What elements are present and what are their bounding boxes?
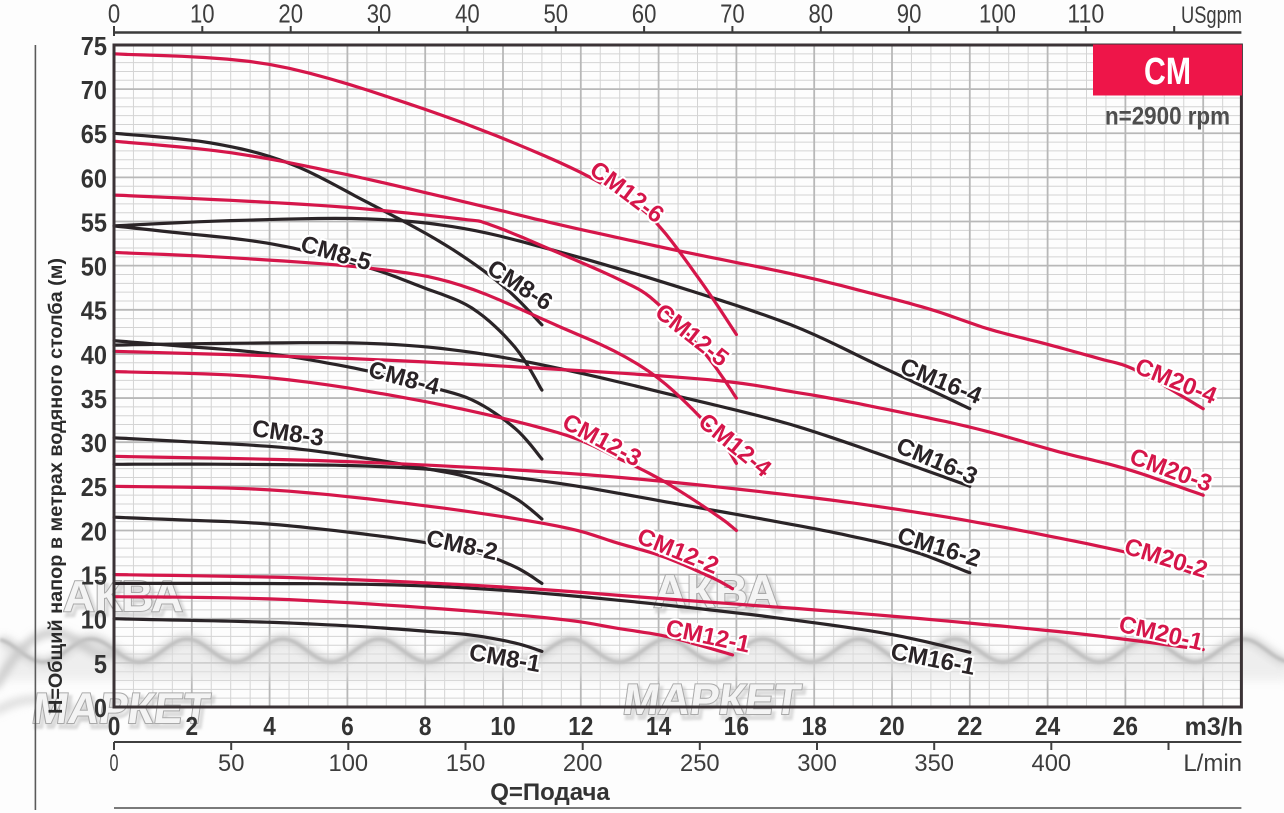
svg-text:МАРКЕТ: МАРКЕТ [623,680,806,728]
svg-text:50: 50 [218,750,244,777]
svg-text:10: 10 [81,605,107,635]
svg-text:10: 10 [490,711,515,741]
svg-text:30: 30 [367,0,392,29]
svg-text:75: 75 [81,31,107,61]
svg-text:24: 24 [1035,711,1061,741]
svg-text:Q=Подача: Q=Подача [490,779,610,806]
svg-text:20: 20 [879,711,904,741]
svg-text:30: 30 [81,428,107,458]
svg-text:2: 2 [186,711,199,741]
svg-text:14: 14 [646,711,672,741]
svg-text:100: 100 [329,750,369,777]
svg-text:15: 15 [81,561,107,591]
svg-text:300: 300 [797,750,837,777]
svg-text:26: 26 [1113,711,1138,741]
svg-text:8: 8 [419,711,432,741]
svg-text:m3/h: m3/h [1185,713,1243,741]
svg-text:20: 20 [81,516,107,546]
svg-text:6: 6 [341,711,354,741]
svg-text:65: 65 [81,119,107,149]
svg-text:МАРКЕТ: МАРКЕТ [620,676,803,724]
svg-text:АКВА: АКВА [653,565,778,617]
svg-text:0: 0 [108,0,120,29]
svg-text:16: 16 [724,711,749,741]
svg-text:150: 150 [446,750,486,777]
svg-text:100: 100 [979,0,1016,29]
svg-text:22: 22 [957,711,982,741]
svg-text:70: 70 [81,75,107,105]
svg-text:18: 18 [802,711,827,741]
svg-text:60: 60 [632,0,657,29]
svg-text:40: 40 [455,0,480,29]
svg-text:350: 350 [914,750,954,777]
svg-text:4: 4 [263,711,276,741]
svg-text:20: 20 [278,0,303,29]
svg-text:12: 12 [568,711,593,741]
svg-text:50: 50 [81,252,107,282]
svg-text:0: 0 [94,693,107,723]
svg-text:МАРКЕТ: МАРКЕТ [32,689,215,737]
svg-text:250: 250 [680,750,720,777]
svg-text:200: 200 [563,750,603,777]
svg-text:400: 400 [1032,750,1072,777]
svg-text:70: 70 [720,0,745,29]
svg-text:USgpm: USgpm [1181,2,1242,29]
svg-text:90: 90 [897,0,922,29]
svg-text:5: 5 [94,649,107,679]
svg-text:CM: CM [1144,51,1191,93]
svg-text:80: 80 [809,0,834,29]
svg-text:0: 0 [108,711,121,741]
svg-text:45: 45 [81,296,107,326]
svg-text:АКВА: АКВА [656,569,781,621]
svg-text:n=2900 rpm: n=2900 rpm [1105,103,1230,131]
svg-text:35: 35 [81,384,107,414]
svg-text:0: 0 [110,750,119,777]
svg-text:L/min: L/min [1183,750,1242,777]
svg-text:40: 40 [81,340,107,370]
svg-text:110: 110 [1067,0,1104,29]
svg-text:55: 55 [81,207,107,237]
svg-text:МАРКЕТ: МАРКЕТ [29,685,212,733]
svg-text:25: 25 [81,472,107,502]
svg-text:50: 50 [544,0,569,29]
svg-text:H=Общий напор в метрах водяног: H=Общий напор в метрах водяного столба (… [46,258,67,714]
svg-text:10: 10 [190,0,215,29]
svg-text:60: 60 [81,163,107,193]
